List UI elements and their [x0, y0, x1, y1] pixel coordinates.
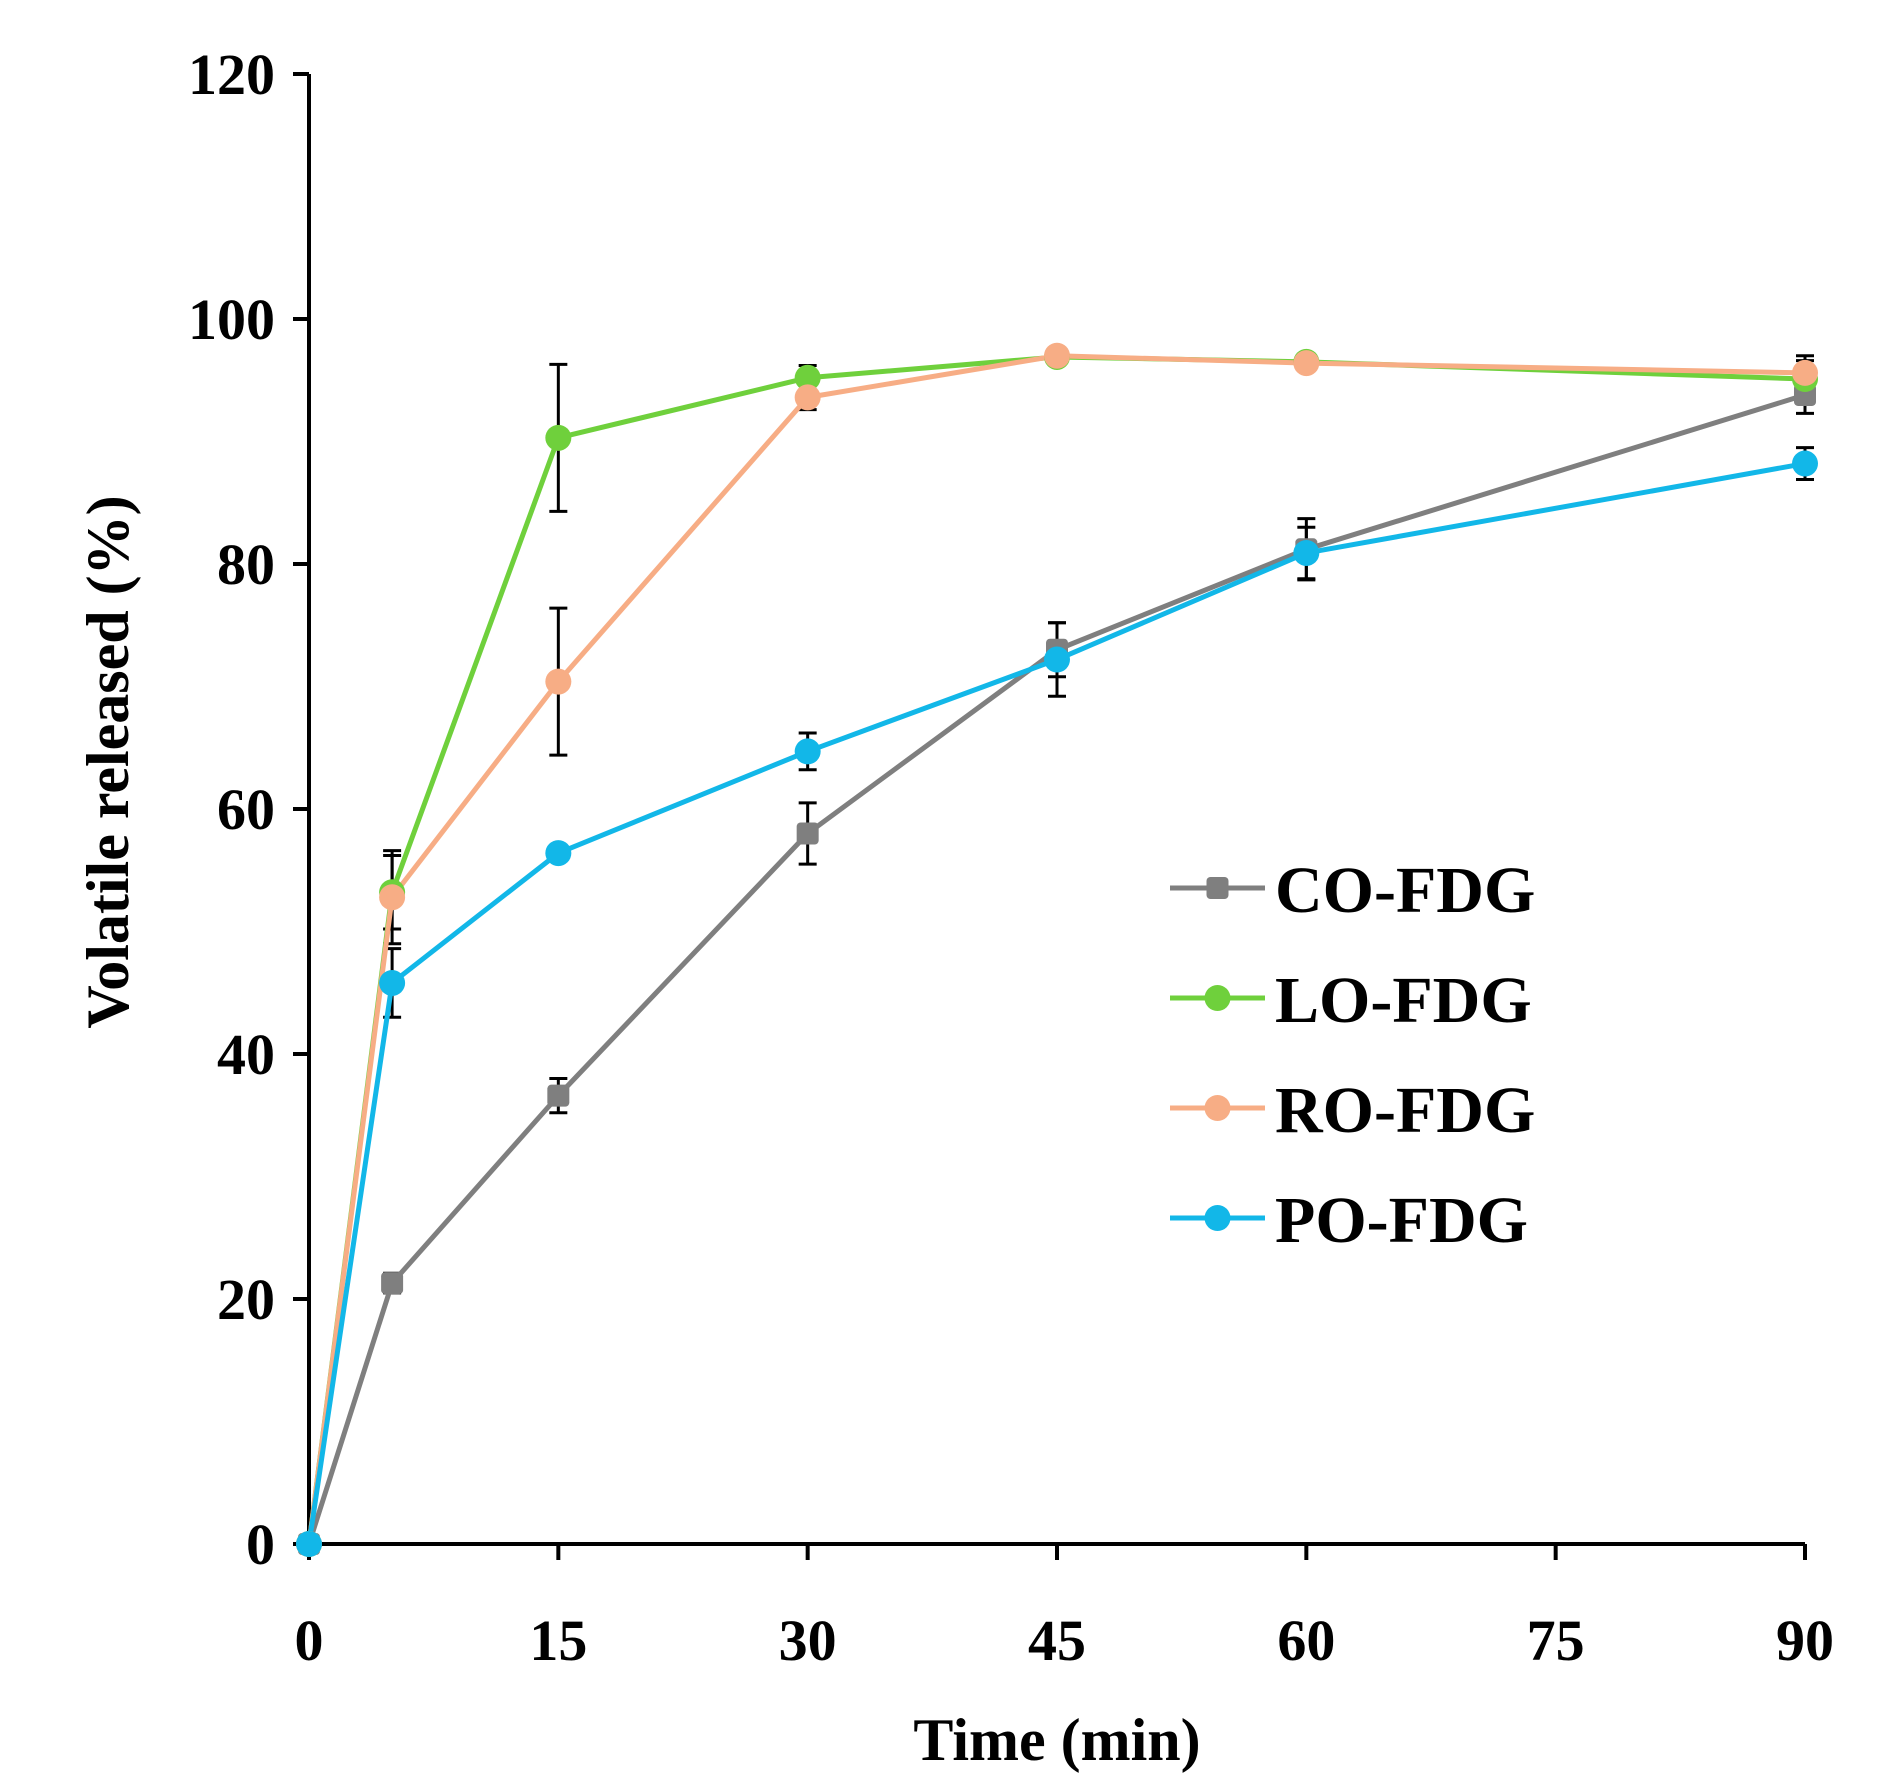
x-tick-label: 60	[1277, 1608, 1335, 1673]
legend-item-co-fdg: CO-FDG	[1170, 854, 1535, 927]
legend-swatch-marker	[1206, 877, 1229, 899]
y-tick-label: 100	[188, 287, 275, 352]
data-point-co-fdg	[381, 1272, 404, 1295]
data-point-po-fdg	[794, 738, 821, 765]
legend-label: PO-FDG	[1275, 1184, 1528, 1257]
series-line-lo-fdg	[306, 354, 1806, 1545]
series-line-co-fdg	[306, 392, 1806, 1545]
data-point-po-fdg	[545, 840, 572, 867]
data-point-ro-fdg	[1044, 342, 1070, 369]
legend-item-po-fdg: PO-FDG	[1170, 1184, 1528, 1257]
y-tick-label: 0	[246, 1512, 275, 1577]
legend-swatch-marker	[1204, 985, 1231, 1011]
ticks: 0 20 40 60 80 100 120 0 15 30 45 60 75 90	[188, 42, 1834, 1673]
x-tick-label: 0	[295, 1608, 324, 1673]
axes	[307, 74, 1805, 1546]
data-point-ro-fdg	[794, 384, 821, 411]
error-bars	[383, 349, 1814, 1295]
y-tick-label: 120	[188, 42, 275, 107]
x-tick-label: 75	[1527, 1608, 1585, 1673]
legend: CO-FDG LO-FDG RO-FDG PO-FDG	[1170, 854, 1535, 1257]
y-tick-label: 80	[217, 532, 275, 597]
data-point-ro-fdg	[1293, 350, 1320, 377]
data-point-co-fdg	[796, 822, 819, 845]
data-point-po-fdg	[1792, 450, 1818, 477]
data-point-po-fdg	[296, 1531, 322, 1557]
x-tick-label: 15	[529, 1608, 587, 1673]
data-point-ro-fdg	[1792, 359, 1818, 386]
legend-label: LO-FDG	[1275, 964, 1532, 1037]
x-tick-label: 45	[1028, 1608, 1086, 1673]
data-point-co-fdg	[547, 1084, 570, 1107]
y-tick-label: 20	[217, 1267, 275, 1332]
legend-swatch-marker	[1204, 1205, 1231, 1231]
legend-label: RO-FDG	[1275, 1074, 1535, 1147]
y-axis-label: Volatile released (%)	[75, 495, 141, 1028]
data-point-ro-fdg	[379, 884, 406, 911]
y-tick-label: 40	[217, 1022, 275, 1087]
data-point-lo-fdg	[794, 364, 821, 391]
data-point-lo-fdg	[545, 424, 572, 451]
legend-swatch-marker	[1204, 1095, 1231, 1121]
data-point-po-fdg	[1293, 539, 1320, 566]
legend-label: CO-FDG	[1275, 854, 1535, 927]
x-tick-label: 90	[1776, 1608, 1834, 1673]
legend-item-ro-fdg: RO-FDG	[1170, 1074, 1535, 1147]
legend-item-lo-fdg: LO-FDG	[1170, 964, 1532, 1037]
series-line-ro-fdg	[306, 353, 1806, 1545]
x-axis-label: Time (min)	[913, 1707, 1200, 1773]
series-points	[296, 342, 1818, 1557]
data-point-po-fdg	[1044, 646, 1070, 673]
x-tick-label: 30	[779, 1608, 837, 1673]
series-lines	[306, 353, 1806, 1545]
y-tick-label: 60	[217, 777, 275, 842]
data-point-ro-fdg	[545, 668, 572, 695]
data-point-po-fdg	[379, 969, 406, 996]
